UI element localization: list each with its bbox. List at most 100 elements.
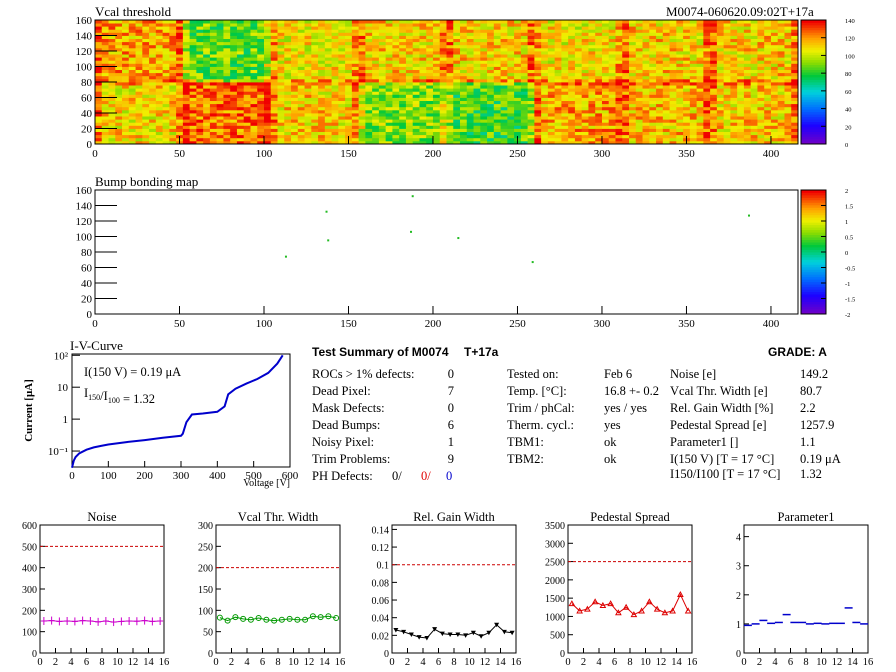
heatmap-cell xyxy=(142,82,150,86)
small-x-tick-label: 12 xyxy=(304,657,315,668)
heatmap-cell xyxy=(155,131,163,136)
heatmap-cell xyxy=(351,66,360,70)
heatmap-cell xyxy=(189,51,197,55)
heatmap-cell xyxy=(243,63,251,67)
heatmap-cell xyxy=(689,44,698,49)
heatmap-cell xyxy=(507,57,515,61)
heatmap-cell xyxy=(419,57,427,61)
colorbar-tick-label: 120 xyxy=(845,36,855,43)
heatmap-cell xyxy=(703,41,711,46)
heatmap-cell xyxy=(182,91,191,95)
heatmap-cell xyxy=(791,137,799,142)
heatmap-cell xyxy=(209,75,218,80)
heatmap-cell xyxy=(392,109,400,114)
heatmap-cell xyxy=(311,103,319,108)
heatmap-cell xyxy=(689,134,698,139)
heatmap-cell xyxy=(554,113,562,117)
heatmap-cell xyxy=(777,75,785,80)
heatmap-cell xyxy=(385,97,393,101)
heatmap-cell xyxy=(399,125,407,129)
x-tick-label: 100 xyxy=(256,148,273,160)
heatmap-cell xyxy=(743,51,752,55)
heatmap-cell xyxy=(757,134,765,139)
heatmap-cell xyxy=(209,109,218,114)
heatmap-cell xyxy=(642,47,650,52)
heatmap-cell xyxy=(500,20,508,24)
heatmap-cell xyxy=(176,23,184,27)
heatmap-cell xyxy=(554,122,562,126)
heatmap-cell xyxy=(595,57,603,61)
heatmap-cell xyxy=(351,103,360,108)
heatmap-cell xyxy=(642,60,650,64)
heatmap-cell xyxy=(669,78,677,83)
heatmap-cell xyxy=(757,78,765,83)
heatmap-cell xyxy=(683,94,691,98)
heatmap-cell xyxy=(710,100,718,105)
y-tick-label: 140 xyxy=(76,31,93,43)
heatmap-cell xyxy=(656,140,664,145)
heatmap-cell xyxy=(500,116,508,120)
heatmap-cell xyxy=(635,51,643,55)
heatmap-cell xyxy=(324,41,332,46)
heatmap-cell xyxy=(446,26,454,30)
heatmap-cell xyxy=(642,100,650,105)
heatmap-cell xyxy=(324,57,332,61)
heatmap-cell xyxy=(216,91,224,95)
colorbar-band xyxy=(801,269,826,273)
heatmap-cell xyxy=(635,44,643,49)
heatmap-cell xyxy=(419,35,427,39)
heatmap-cell xyxy=(635,116,643,120)
heatmap-cell xyxy=(176,94,184,98)
y-tick-label: 60 xyxy=(81,263,93,275)
heatmap-cell xyxy=(203,47,211,52)
heatmap-cell xyxy=(324,91,332,95)
y-tick-label: 20 xyxy=(81,294,93,306)
heatmap-cell xyxy=(419,69,427,74)
heatmap-cell xyxy=(507,66,515,70)
heatmap-cell xyxy=(460,119,468,123)
heatmap-cell xyxy=(561,72,569,77)
heatmap-cell xyxy=(365,66,373,70)
heatmap-cell xyxy=(439,66,447,70)
heatmap-cell xyxy=(338,131,346,136)
heatmap-cell xyxy=(574,44,583,49)
heatmap-cell xyxy=(764,131,772,136)
heatmap-cell xyxy=(656,78,664,83)
heatmap-cell xyxy=(460,122,468,126)
heatmap-cell xyxy=(649,38,657,43)
heatmap-cell xyxy=(615,137,623,142)
heatmap-cell xyxy=(338,38,346,43)
heatmap-cell xyxy=(182,109,191,114)
heatmap-cell xyxy=(635,69,643,74)
heatmap-cell xyxy=(432,69,441,74)
heatmap-cell xyxy=(764,85,772,89)
heatmap-cell xyxy=(122,63,130,67)
heatmap-cell xyxy=(696,113,704,117)
heatmap-cell xyxy=(520,23,529,27)
heatmap-cell xyxy=(142,106,150,111)
heatmap-cell xyxy=(750,63,758,67)
heatmap-cell xyxy=(716,122,725,126)
heatmap-cell xyxy=(669,82,677,86)
heatmap-cell xyxy=(622,140,630,145)
heatmap-cell xyxy=(155,122,163,126)
heatmap-cell xyxy=(412,109,420,114)
heatmap-cell xyxy=(142,103,150,108)
heatmap-cell xyxy=(270,109,278,114)
heatmap-cell xyxy=(216,100,224,105)
heatmap-cell xyxy=(601,140,610,145)
heatmap-cell xyxy=(514,23,522,27)
heatmap-cell xyxy=(318,57,326,61)
heatmap-cell xyxy=(365,78,373,83)
heatmap-cell xyxy=(291,131,299,136)
heatmap-cell xyxy=(446,97,454,101)
heatmap-cell xyxy=(716,113,725,117)
heatmap-cell xyxy=(534,47,542,52)
heatmap-cell xyxy=(318,137,326,142)
heatmap-cell xyxy=(270,57,278,61)
heatmap-cell xyxy=(385,47,393,52)
heatmap-cell xyxy=(669,60,677,64)
heatmap-cell xyxy=(405,51,414,55)
heatmap-cell xyxy=(243,38,251,43)
heatmap-cell xyxy=(453,137,461,142)
